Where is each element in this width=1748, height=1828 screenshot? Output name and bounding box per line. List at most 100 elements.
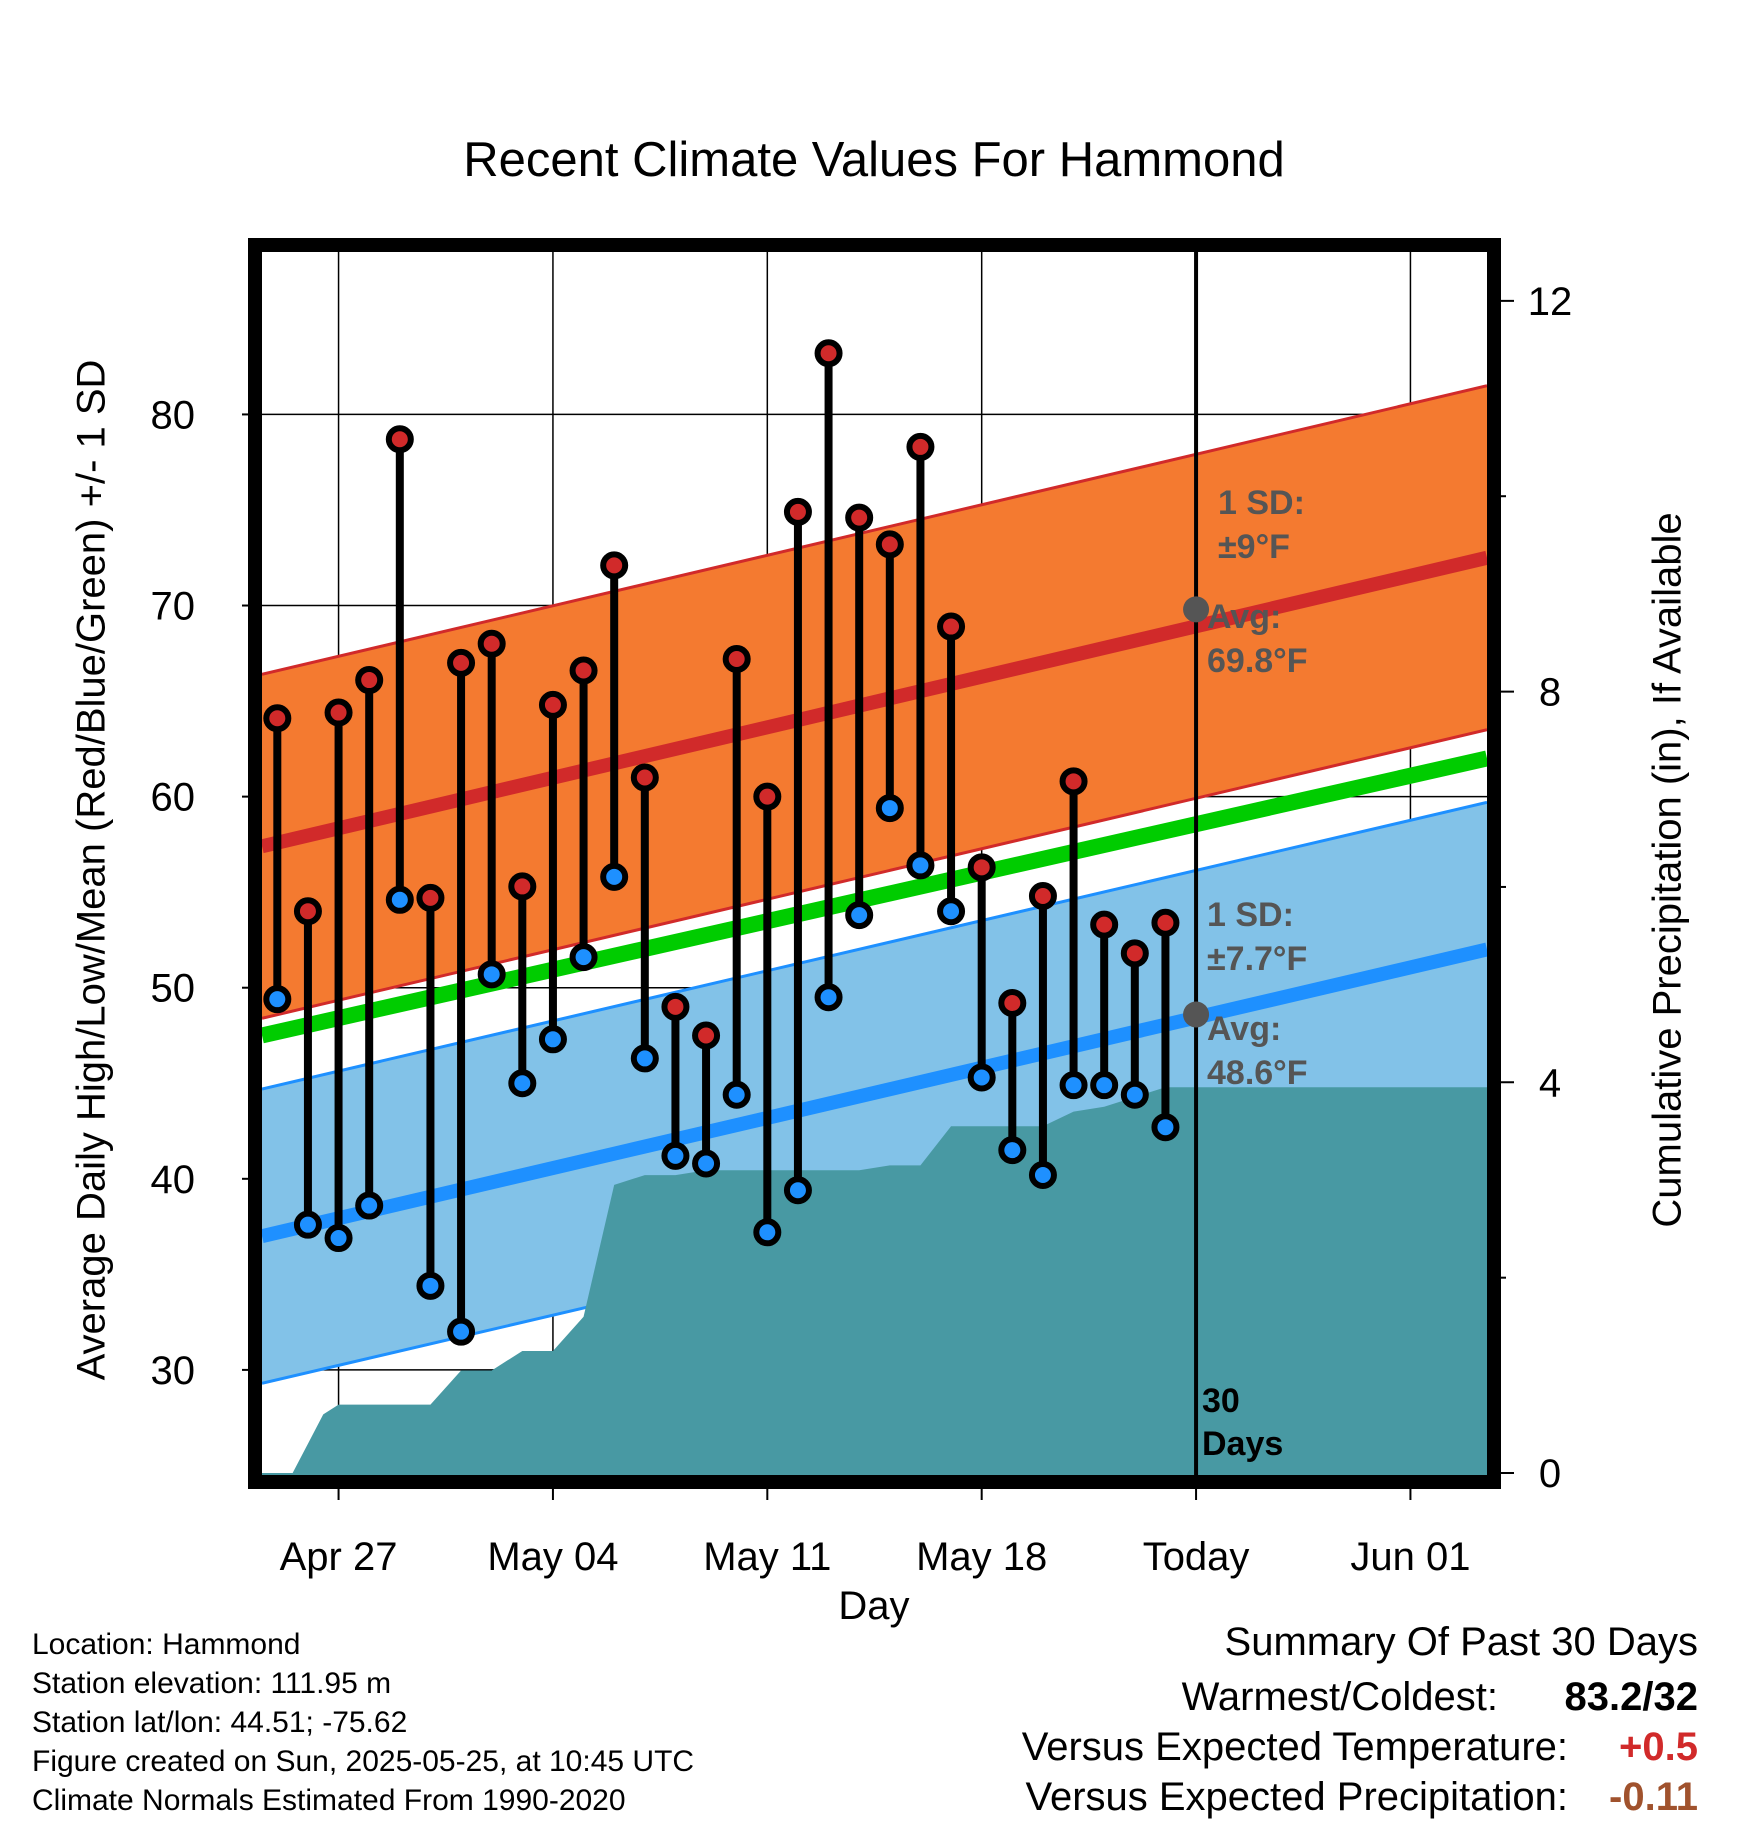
days-unit-label: Days [1202,1425,1283,1463]
daily-high-point [324,698,353,727]
daily-low-point [293,1210,322,1239]
daily-high-point [263,704,292,733]
daily-high-point [355,666,384,695]
summary-temp-label: Versus Expected Temperature: [1021,1725,1568,1769]
daily-low-point [937,897,966,926]
daily-low-point [477,960,506,989]
daily-low-point [447,1317,476,1346]
daily-low-point [416,1271,445,1300]
normal-mean-line [262,750,1487,1044]
y-tick-label: 50 [151,967,196,1011]
summary-precip-value: -0.11 [1609,1775,1698,1819]
daily-low-point [1090,1071,1119,1100]
daily-low-point [385,885,414,914]
normal-high-band-upper-edge [262,384,1487,676]
meta-elevation: Station elevation: 111.95 m [32,1667,392,1700]
today-avg-low-marker [1183,1001,1210,1028]
daily-high-point [1120,939,1149,968]
daily-high-point [937,612,966,641]
daily-high-point [1059,767,1088,796]
x-tick-label: Apr 27 [280,1535,398,1579]
daily-low-point [783,1176,812,1205]
daily-high-point [569,656,598,685]
daily-high-point [538,690,567,719]
x-axis-label: Day [838,1584,910,1628]
y2-tick-label: 4 [1539,1061,1561,1105]
daily-low-point [1151,1113,1180,1142]
daily-low-point [906,851,935,880]
daily-low-point [600,862,629,891]
meta-normals: Climate Normals Estimated From 1990-2020 [32,1784,626,1817]
summary-title: Summary Of Past 30 Days [1224,1620,1698,1664]
normal-low-line [262,942,1487,1243]
summary-warmest-coldest-label: Warmest/Coldest: [1181,1675,1498,1719]
high-avg-label: Avg: [1207,598,1281,636]
y-tick-label: 40 [151,1158,196,1202]
normal-high-line [262,550,1487,854]
daily-high-point [661,992,690,1021]
daily-low-point [875,794,904,823]
x-tick-label: May 11 [703,1535,831,1579]
daily-high-point [722,645,751,674]
daily-high-point [508,872,537,901]
daily-low-point [845,901,874,930]
daily-high-point [906,432,935,461]
daily-low-point [967,1063,996,1092]
y2-tick-label: 0 [1539,1452,1561,1496]
daily-low-point [263,985,292,1014]
y-tick-label: 60 [151,776,196,820]
daily-low-point [508,1069,537,1098]
daily-low-point [998,1136,1027,1165]
high-avg-value: 69.8°F [1207,642,1308,680]
daily-low-point [324,1224,353,1253]
chart-title: Recent Climate Values For Hammond [463,133,1285,187]
daily-high-point [845,503,874,532]
low-sd-value: ±7.7°F [1207,940,1307,978]
daily-high-point [967,853,996,882]
x-tick-label: Today [1143,1535,1250,1579]
daily-high-point [447,648,476,677]
y-tick-label: 30 [151,1349,196,1393]
daily-low-point [538,1025,567,1054]
daily-low-point [692,1149,721,1178]
x-tick-label: Jun 01 [1350,1535,1470,1579]
days-count-label: 30 [1202,1382,1240,1420]
daily-high-point [385,425,414,454]
daily-low-point [814,983,843,1012]
summary-precip-label: Versus Expected Precipitation: [1025,1775,1568,1819]
daily-high-point [692,1021,721,1050]
daily-high-point [416,883,445,912]
daily-high-point [477,629,506,658]
y2-tick-label: 12 [1528,280,1573,324]
y-axis-left-label: Average Daily High/Low/Mean (Red/Blue/Gr… [69,359,114,1381]
daily-high-point [998,988,1027,1017]
daily-high-point [1028,881,1057,910]
low-avg-label: Avg: [1207,1010,1281,1048]
daily-low-point [661,1141,690,1170]
precip-area [262,1087,1487,1475]
x-tick-label: May 18 [916,1535,1047,1579]
summary-warmest-coldest-value: 83.2/32 [1564,1675,1698,1719]
low-avg-value: 48.6°F [1207,1054,1308,1092]
daily-low-point [569,943,598,972]
y-tick-label: 70 [151,585,196,629]
daily-low-point [630,1044,659,1073]
high-sd-value: ±9°F [1218,528,1290,566]
today-avg-high-marker [1183,596,1210,623]
daily-low-point [1059,1071,1088,1100]
daily-high-point [293,897,322,926]
daily-high-point [783,497,812,526]
meta-created: Figure created on Sun, 2025-05-25, at 10… [32,1745,695,1778]
high-sd-label: 1 SD: [1218,484,1305,522]
daily-low-point [722,1080,751,1109]
y-tick-label: 80 [151,393,196,437]
daily-low-point [355,1191,384,1220]
daily-high-point [1090,910,1119,939]
plot-frame [248,238,1501,1489]
daily-high-point [1151,908,1180,937]
x-tick-label: May 04 [487,1535,618,1579]
daily-low-point [1028,1160,1057,1189]
meta-location: Location: Hammond [32,1628,301,1661]
daily-low-point [753,1218,782,1247]
